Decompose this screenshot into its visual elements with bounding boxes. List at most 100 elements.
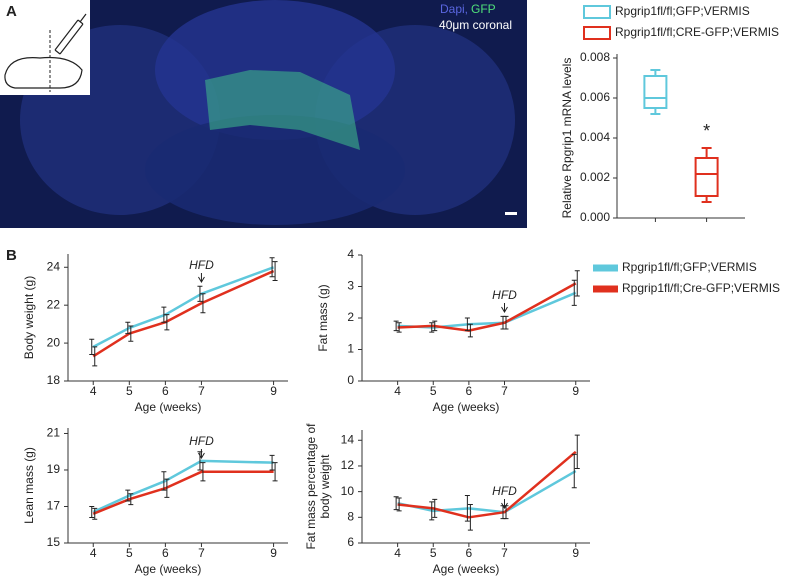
error-bar [164,478,170,498]
y-axis-label: Fat mass (g) [316,284,330,351]
y-tick-label: 2 [347,310,354,324]
y-tick-label: 6 [347,535,354,549]
panel-label: A [6,3,17,20]
error-bar [393,320,399,332]
error-bar [89,505,95,518]
y-tick-label: 19 [47,462,61,476]
y-tick-label: 20 [47,335,61,349]
y-tick-label: 17 [47,499,61,513]
legend-label: Rpgrip1fl/fl;GFP;VERMIS [615,4,750,18]
y-tick-label: 21 [47,426,61,440]
x-tick-label: 5 [126,384,133,398]
y-tick-label: 4 [347,247,354,261]
x-axis-label: Age (weeks) [135,562,202,576]
x-tick-label: 6 [162,384,169,398]
error-bar [197,285,203,302]
y-tick-label: 0.004 [580,130,610,144]
significance: * [703,121,710,141]
error-bar [200,293,206,314]
error-bar [92,346,98,367]
x-tick-label: 7 [501,546,508,560]
error-bar [125,321,131,335]
series-line [92,266,275,348]
error-bar [574,270,580,297]
error-bar [429,501,435,521]
x-tick-label: 6 [466,384,473,398]
error-bar [161,471,167,491]
y-axis-label: Relative Rpgrip1 mRNA levels [560,58,574,219]
x-axis-label: Age (weeks) [135,400,202,414]
error-bar [161,306,167,323]
x-tick-label: 9 [270,384,277,398]
x-tick-label: 7 [501,384,508,398]
error-bar [128,493,134,506]
axes [361,430,590,544]
y-axis [616,54,745,219]
error-bar [467,503,473,531]
annotation: HFD [189,258,214,272]
micrograph [0,0,527,228]
stain-label: GFP [471,2,496,16]
series-line [92,459,274,514]
x-tick-label: 9 [572,546,579,560]
error-bar [164,314,170,331]
error-bar [503,315,509,330]
annotation-arrow [501,499,508,509]
axes [67,428,288,544]
error-bar [393,496,399,511]
y-tick-label: 10 [341,484,355,498]
y-tick-label: 0.008 [580,50,610,64]
section-label: 40μm coronal [439,18,512,32]
y-tick-label: 14 [341,432,355,446]
axes [361,255,590,382]
error-bar [432,498,438,518]
error-bar [574,434,580,470]
series-line [92,470,274,515]
x-tick-label: 7 [198,384,205,398]
annotation-arrow [501,303,508,313]
error-bar [200,462,206,482]
error-bar [464,494,470,522]
x-tick-label: 9 [572,384,579,398]
y-axis-label: Lean mass (g) [22,447,36,524]
y-tick-label: 15 [47,535,61,549]
error-bar [272,462,278,482]
panel-label: B [6,247,17,264]
y-tick-label: 0 [347,373,354,387]
y-axis-label: body weight [318,454,332,519]
error-bar [269,454,275,471]
error-bar [396,322,402,333]
y-tick-label: 0.006 [580,90,610,104]
error-bar [125,489,131,502]
error-bar [272,261,278,282]
x-tick-label: 4 [90,546,97,560]
y-tick-label: 0.000 [580,210,610,224]
error-bar [571,279,577,306]
annotation-arrow [198,273,205,283]
legend-label: Rpgrip1fl/fl;GFP;VERMIS [622,260,757,274]
error-bar [571,453,577,489]
series-line [92,269,275,358]
x-tick-label: 5 [126,546,133,560]
annotation-arrow [198,449,205,459]
error-bar [396,497,402,512]
x-tick-label: 6 [162,546,169,560]
series-line [397,470,577,514]
error-bar [429,322,435,333]
y-tick-label: 18 [47,373,61,387]
x-tick-label: 4 [394,384,401,398]
error-bar [467,323,473,338]
x-tick-label: 7 [198,546,205,560]
annotation: HFD [492,484,517,498]
stain-label: Dapi, [440,2,468,16]
annotation: HFD [189,434,214,448]
box [694,157,719,197]
error-bar [432,320,438,332]
y-tick-label: 24 [47,259,61,273]
x-tick-label: 4 [90,384,97,398]
x-tick-label: 4 [394,546,401,560]
x-axis-label: Age (weeks) [433,562,500,576]
series-line [397,450,577,519]
box [643,75,668,109]
